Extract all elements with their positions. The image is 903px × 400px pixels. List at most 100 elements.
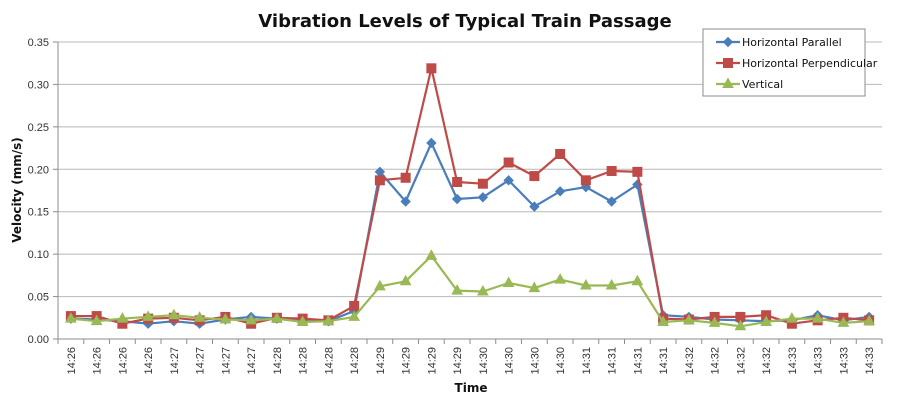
x-tick-label: 14:33 — [838, 347, 850, 375]
data-point — [477, 284, 489, 296]
data-point — [399, 274, 412, 286]
series-vertical — [65, 249, 875, 331]
data-point — [425, 249, 438, 260]
y-tick-label: 0.25 — [28, 122, 49, 134]
x-tick-label: 14:26 — [143, 347, 155, 375]
x-tick-label: 14:31 — [658, 347, 670, 375]
data-point — [503, 157, 514, 168]
x-tick-label: 14:29 — [452, 347, 464, 375]
x-tick-label: 14:33 — [864, 347, 876, 375]
data-point — [580, 279, 592, 290]
y-tick-label: 0.20 — [28, 164, 49, 176]
y-axis: 0.00 0.05 0.10 0.15 0.20 0.25 0.30 0.35 — [28, 37, 59, 346]
data-point — [477, 178, 488, 189]
data-point — [374, 279, 386, 291]
x-tick-label: 14:27 — [246, 347, 258, 375]
x-axis-title: Time — [455, 381, 488, 395]
x-tick-label: 14:29 — [375, 347, 387, 375]
x-tick-label: 14:33 — [813, 347, 825, 375]
data-point — [554, 273, 566, 284]
data-point — [606, 165, 617, 176]
x-tick-label: 14:30 — [555, 347, 567, 375]
x-tick-label: 14:27 — [220, 347, 232, 375]
data-point — [811, 312, 824, 323]
gridlines — [58, 41, 882, 298]
data-point — [90, 314, 103, 326]
x-tick-label: 14:29 — [426, 347, 438, 375]
data-point — [322, 314, 335, 326]
data-point — [863, 314, 875, 326]
data-point — [632, 166, 643, 177]
data-point — [426, 63, 437, 74]
x-tick-label: 14:32 — [735, 347, 747, 375]
data-point — [400, 172, 411, 183]
x-tick-label: 14:29 — [401, 347, 413, 375]
x-tick-label: 14:26 — [92, 347, 104, 375]
x-tick-label: 14:31 — [632, 347, 644, 375]
data-point — [168, 308, 180, 320]
data-point — [219, 312, 232, 324]
x-tick-label: 14:30 — [478, 347, 490, 375]
chart-title: Vibration Levels of Typical Train Passag… — [258, 11, 671, 32]
x-tick-label: 14:30 — [504, 347, 516, 375]
data-point — [451, 284, 463, 295]
data-point — [502, 276, 515, 287]
x-tick-label: 14:26 — [117, 347, 129, 375]
legend-label: Vertical — [742, 78, 783, 91]
data-point — [348, 310, 360, 321]
data-point — [734, 319, 747, 331]
data-point — [657, 315, 669, 327]
x-tick-label: 14:32 — [761, 347, 773, 375]
data-point — [529, 171, 540, 182]
data-point — [349, 300, 360, 311]
data-point — [477, 192, 489, 203]
data-point — [606, 196, 617, 207]
legend-marker-square-icon — [723, 58, 733, 68]
y-tick-label: 0.15 — [28, 207, 49, 219]
x-tick-label: 14:26 — [66, 347, 78, 375]
legend: Horizontal Parallel Horizontal Perpendicu… — [702, 28, 878, 97]
series-line — [70, 67, 870, 325]
y-tick-label: 0.30 — [28, 79, 49, 91]
data-point — [245, 313, 257, 325]
x-tick-label: 14:32 — [710, 347, 722, 375]
series-line — [70, 254, 870, 328]
y-axis-title: Velocity (mm/s) — [10, 137, 24, 243]
y-tick-label: 0.35 — [28, 37, 49, 49]
data-point — [683, 313, 695, 325]
data-point — [116, 312, 129, 323]
data-point — [142, 310, 154, 321]
data-point — [605, 279, 618, 290]
data-point — [503, 175, 514, 186]
data-point — [400, 196, 411, 207]
data-point — [296, 315, 309, 327]
legend-item: Horizontal Perpendicular — [716, 57, 878, 70]
x-tick-label: 14:32 — [684, 347, 696, 375]
legend-item: Vertical — [716, 77, 783, 91]
data-point — [708, 316, 721, 327]
data-point — [451, 193, 463, 205]
data-point — [786, 312, 798, 323]
data-point — [837, 316, 850, 327]
legend-marker-triangle-icon — [722, 77, 734, 88]
x-tick-label: 14:28 — [323, 347, 335, 375]
data-point — [529, 201, 540, 212]
legend-item: Horizontal Parallel — [716, 36, 842, 49]
data-point — [555, 149, 566, 160]
x-axis: 14:26 14:26 14:26 14:26 14:27 14:27 14:27 14:27… — [57, 338, 883, 375]
data-point — [271, 312, 283, 323]
data-point — [760, 315, 772, 327]
data-point — [631, 274, 644, 286]
y-tick-label: 0.10 — [28, 249, 49, 261]
legend-marker-diamond-icon — [722, 36, 734, 48]
y-tick-label: 0.05 — [28, 292, 49, 304]
data-point — [452, 177, 463, 188]
series-group — [65, 63, 875, 331]
series-horizontal-parallel — [65, 137, 875, 329]
data-point — [193, 311, 206, 322]
data-point — [554, 186, 566, 197]
x-tick-label: 14:28 — [272, 347, 284, 375]
x-tick-label: 14:28 — [349, 347, 361, 375]
